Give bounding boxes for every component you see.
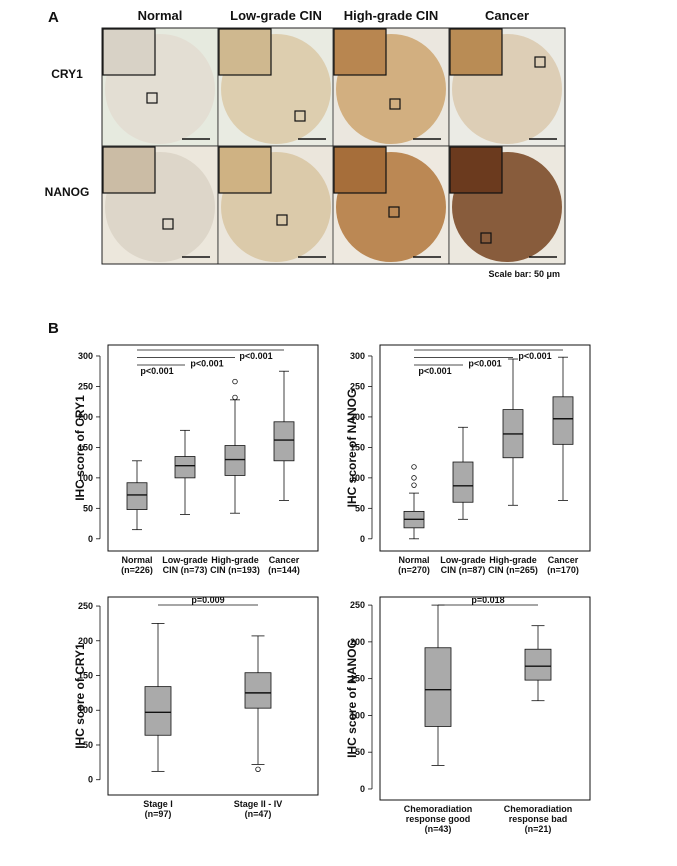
outlier (232, 378, 238, 385)
box (174, 456, 196, 479)
y-axis-label: IHC score of NANOG (345, 639, 359, 758)
y-tick-label: 50 (355, 503, 365, 513)
y-tick-label: 150 (350, 442, 365, 452)
inset (218, 146, 272, 194)
p-value: p<0.001 (239, 351, 272, 361)
column-header: High-grade CIN (344, 8, 439, 23)
panel-a-frame (101, 27, 566, 265)
y-tick-label: 250 (350, 600, 365, 610)
x-tick-label: Stage I (n=97) (143, 799, 173, 819)
y-tick-label: 50 (83, 503, 93, 513)
y-tick-label: 50 (83, 740, 93, 750)
box (273, 421, 295, 462)
column-header: Normal (138, 8, 183, 23)
row-label: NANOG (45, 185, 90, 199)
y-tick-label: 200 (78, 412, 93, 422)
p-value: p<0.001 (140, 366, 173, 376)
y-tick-label: 200 (350, 637, 365, 647)
outlier (232, 394, 238, 401)
box (424, 647, 452, 727)
y-tick-label: 100 (78, 473, 93, 483)
outlier (255, 766, 261, 772)
x-tick-label: Low-grade CIN (n=87) (440, 555, 486, 575)
box (244, 672, 272, 709)
x-tick-label: Cancer (n=144) (268, 555, 300, 575)
roi-box (389, 98, 401, 110)
y-tick-label: 0 (360, 784, 365, 794)
outlier (411, 482, 417, 488)
roi-box (480, 232, 492, 244)
p-value: p=0.009 (191, 595, 224, 605)
y-tick-label: 50 (355, 747, 365, 757)
outlier (411, 464, 417, 470)
y-tick-label: 0 (360, 534, 365, 544)
plot-frame (107, 344, 319, 552)
column-header: Cancer (485, 8, 529, 23)
column-header: Low-grade CIN (230, 8, 322, 23)
roi-box (294, 110, 306, 122)
y-axis-label: IHC score of NANOG (345, 389, 359, 508)
box (552, 396, 574, 445)
p-value: p<0.001 (468, 359, 501, 369)
x-tick-label: Cancer (n=170) (547, 555, 579, 575)
plot-frame (379, 344, 591, 552)
y-tick-label: 300 (78, 351, 93, 361)
y-tick-label: 250 (78, 601, 93, 611)
y-tick-label: 200 (350, 412, 365, 422)
y-tick-label: 100 (78, 705, 93, 715)
box (224, 445, 246, 476)
x-tick-label: Low-grade CIN (n=73) (162, 555, 208, 575)
x-tick-label: Normal (n=226) (121, 555, 153, 575)
inset (333, 146, 387, 194)
box (144, 686, 172, 736)
y-tick-label: 150 (78, 671, 93, 681)
inset (449, 146, 503, 194)
box (126, 482, 148, 510)
outlier (411, 475, 417, 481)
panel-label: A (48, 9, 59, 26)
y-tick-label: 150 (78, 442, 93, 452)
y-tick-label: 100 (350, 473, 365, 483)
roi-box (146, 92, 158, 104)
y-axis-label: IHC score of CRY1 (73, 643, 87, 749)
x-tick-label: Normal (n=270) (398, 555, 430, 575)
inset (449, 28, 503, 76)
inset (333, 28, 387, 76)
x-tick-label: High-grade CIN (n=265) (488, 555, 538, 575)
x-tick-label: Chemoradiation response bad (n=21) (504, 804, 573, 834)
plot-frame (379, 596, 591, 801)
box (452, 461, 474, 503)
roi-box (534, 56, 546, 68)
box (524, 648, 552, 681)
row-label: CRY1 (51, 67, 83, 81)
x-tick-label: Stage II - IV (n=47) (234, 799, 283, 819)
inset (218, 28, 272, 76)
y-tick-label: 0 (88, 534, 93, 544)
inset (102, 28, 156, 76)
y-tick-label: 200 (78, 636, 93, 646)
y-tick-label: 300 (350, 351, 365, 361)
roi-box (388, 206, 400, 218)
y-tick-label: 100 (350, 710, 365, 720)
y-tick-label: 250 (78, 381, 93, 391)
scale-note: Scale bar: 50 μm (488, 269, 560, 279)
p-value: p<0.001 (518, 351, 551, 361)
plot-frame (107, 596, 319, 796)
p-value: p<0.001 (190, 359, 223, 369)
y-tick-label: 150 (350, 674, 365, 684)
y-tick-label: 0 (88, 775, 93, 785)
inset (102, 146, 156, 194)
p-value: p=0.018 (471, 595, 504, 605)
roi-box (162, 218, 174, 230)
y-tick-label: 250 (350, 381, 365, 391)
p-value: p<0.001 (418, 366, 451, 376)
y-axis-label: IHC score of CRY1 (73, 395, 87, 501)
x-tick-label: Chemoradiation response good (n=43) (404, 804, 473, 834)
roi-box (276, 214, 288, 226)
x-tick-label: High-grade CIN (n=193) (210, 555, 260, 575)
panel-label: B (48, 320, 59, 337)
